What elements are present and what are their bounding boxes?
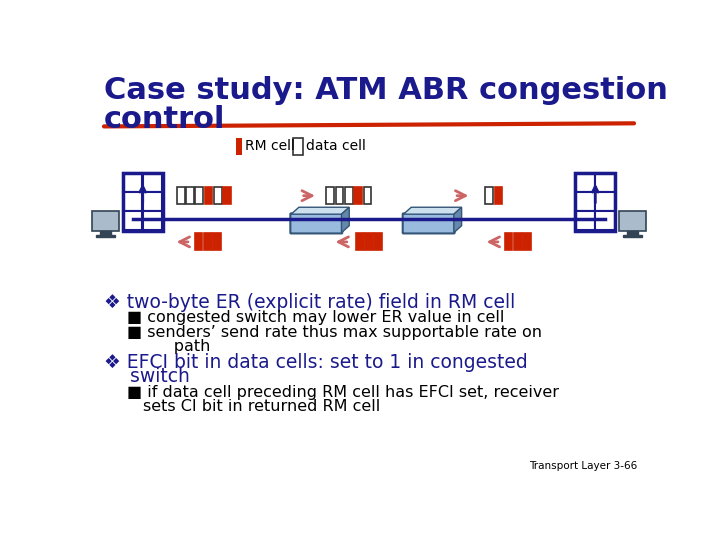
Bar <box>91 211 120 231</box>
Text: control: control <box>104 105 225 134</box>
Bar <box>356 233 364 251</box>
Bar <box>213 233 221 251</box>
Bar <box>618 211 647 231</box>
Bar <box>326 187 334 204</box>
Text: ❖ EFCI bit in data cells: set to 1 in congested: ❖ EFCI bit in data cells: set to 1 in co… <box>104 353 528 372</box>
Bar <box>96 235 114 237</box>
Bar <box>354 187 362 204</box>
Bar <box>374 233 382 251</box>
Bar <box>204 233 212 251</box>
Bar <box>293 138 303 155</box>
Text: RM cell: RM cell <box>245 139 295 153</box>
Text: path: path <box>143 339 210 354</box>
Text: Case study: ATM ABR congestion: Case study: ATM ABR congestion <box>104 76 668 105</box>
Bar <box>122 192 143 211</box>
Bar <box>100 231 111 235</box>
Polygon shape <box>454 207 462 233</box>
Bar <box>485 187 493 204</box>
Bar <box>364 187 372 204</box>
Bar <box>143 173 163 192</box>
Bar <box>595 212 615 231</box>
Text: Transport Layer 3-66: Transport Layer 3-66 <box>529 461 637 471</box>
Bar <box>177 187 184 204</box>
Bar <box>194 233 202 251</box>
Bar <box>523 233 531 251</box>
Bar <box>223 187 231 204</box>
Bar <box>575 192 595 211</box>
Text: sets CI bit in returned RM cell: sets CI bit in returned RM cell <box>143 399 380 414</box>
Bar <box>595 192 615 211</box>
Polygon shape <box>403 207 462 214</box>
Bar <box>365 233 373 251</box>
Bar <box>595 173 615 192</box>
Bar <box>204 187 212 204</box>
Bar <box>214 187 222 204</box>
Bar <box>514 233 522 251</box>
FancyBboxPatch shape <box>402 213 454 233</box>
Bar <box>495 187 503 204</box>
Text: ■ congested switch may lower ER value in cell: ■ congested switch may lower ER value in… <box>127 310 505 326</box>
Text: switch: switch <box>118 367 190 387</box>
Bar <box>336 187 343 204</box>
Polygon shape <box>291 207 349 214</box>
Bar <box>627 231 638 235</box>
Bar <box>122 173 143 192</box>
Bar <box>235 138 242 155</box>
Text: ❖ two-byte ER (explicit rate) field in RM cell: ❖ two-byte ER (explicit rate) field in R… <box>104 293 516 312</box>
Bar <box>122 173 163 231</box>
Text: ■ if data cell preceding RM cell has EFCI set, receiver: ■ if data cell preceding RM cell has EFC… <box>127 385 559 400</box>
Bar <box>195 187 203 204</box>
FancyBboxPatch shape <box>290 213 342 233</box>
Polygon shape <box>341 207 349 233</box>
Bar <box>575 212 595 231</box>
Bar <box>186 187 194 204</box>
Bar <box>345 187 353 204</box>
Text: data cell: data cell <box>306 139 366 153</box>
Bar <box>122 212 143 231</box>
Bar <box>143 212 163 231</box>
Text: ■ senders’ send rate thus max supportable rate on: ■ senders’ send rate thus max supportabl… <box>127 325 542 340</box>
Bar <box>143 192 163 211</box>
Bar <box>575 173 616 231</box>
Bar <box>505 233 513 251</box>
Bar <box>575 173 595 192</box>
Bar <box>624 235 642 237</box>
